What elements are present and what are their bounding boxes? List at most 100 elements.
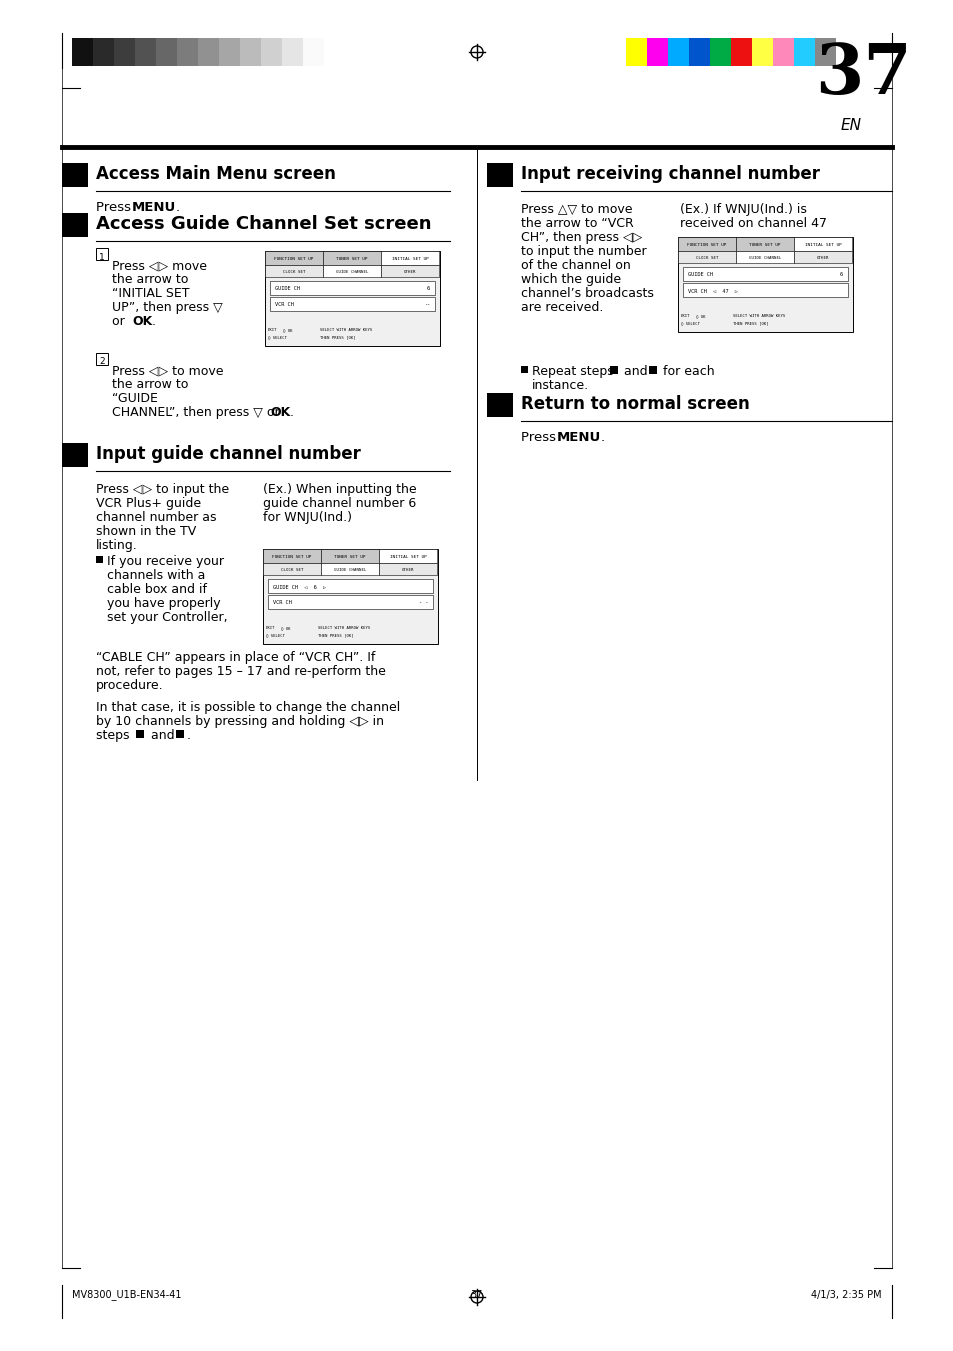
Text: MENU: MENU xyxy=(132,201,176,213)
Text: for each: for each xyxy=(659,365,714,378)
Text: Press ◁▷ to move: Press ◁▷ to move xyxy=(112,363,223,377)
Bar xyxy=(263,563,320,576)
Bar xyxy=(156,38,177,66)
Text: which the guide: which the guide xyxy=(520,273,620,286)
Text: OK: OK xyxy=(270,407,290,419)
Text: ○ SELECT: ○ SELECT xyxy=(268,335,287,339)
Text: not, refer to pages 15 – 17 and re-perform the: not, refer to pages 15 – 17 and re-perfo… xyxy=(96,665,385,678)
Bar xyxy=(735,251,793,263)
Text: set your Controller,: set your Controller, xyxy=(107,611,228,624)
Bar xyxy=(646,38,667,66)
Bar xyxy=(609,366,618,374)
Text: 6: 6 xyxy=(426,286,430,292)
Bar xyxy=(730,38,751,66)
Text: EXIT: EXIT xyxy=(268,328,277,332)
Text: SELECT WITH ARROW KEYS: SELECT WITH ARROW KEYS xyxy=(732,313,784,317)
Text: CHANNEL”, then press ▽ or: CHANNEL”, then press ▽ or xyxy=(112,407,283,419)
Text: (Ex.) When inputting the: (Ex.) When inputting the xyxy=(263,484,416,496)
Text: TUNER SET UP: TUNER SET UP xyxy=(748,243,780,247)
Text: - -: - - xyxy=(418,600,428,605)
Bar xyxy=(380,251,438,265)
Text: OTHER: OTHER xyxy=(401,567,414,571)
Text: .: . xyxy=(290,407,294,419)
Text: OTHER: OTHER xyxy=(816,255,828,259)
Text: channel’s broadcasts: channel’s broadcasts xyxy=(520,286,653,300)
Text: of the channel on: of the channel on xyxy=(520,259,630,272)
Text: channels with a: channels with a xyxy=(107,569,205,582)
Text: .: . xyxy=(600,431,604,444)
Text: --: -- xyxy=(423,303,430,308)
Text: GUIDE CHANNEL: GUIDE CHANNEL xyxy=(335,270,368,274)
Bar xyxy=(486,163,513,186)
Bar xyxy=(793,38,814,66)
Text: EXIT: EXIT xyxy=(266,626,275,630)
Bar xyxy=(62,443,88,467)
Text: Access Guide Channel Set screen: Access Guide Channel Set screen xyxy=(96,215,431,232)
Text: steps: steps xyxy=(96,730,133,742)
Text: GUIDE CH: GUIDE CH xyxy=(687,273,712,277)
Bar xyxy=(323,265,380,277)
Bar xyxy=(96,353,108,365)
Bar xyxy=(96,249,108,259)
Text: MENU: MENU xyxy=(557,431,600,444)
Text: channel number as: channel number as xyxy=(96,511,216,524)
Bar xyxy=(282,38,303,66)
Text: Input guide channel number: Input guide channel number xyxy=(96,444,360,463)
Text: TUNER SET UP: TUNER SET UP xyxy=(335,257,367,261)
Text: ○ OK: ○ OK xyxy=(281,626,291,630)
Text: .: . xyxy=(175,201,180,213)
Bar xyxy=(92,38,113,66)
Text: cable box and if: cable box and if xyxy=(107,584,207,596)
Text: THEN PRESS [OK]: THEN PRESS [OK] xyxy=(317,634,354,638)
Text: shown in the TV: shown in the TV xyxy=(96,526,196,538)
Text: by 10 channels by pressing and holding ◁▷ in: by 10 channels by pressing and holding ◁… xyxy=(96,715,384,728)
Text: VCR CH  ◁  47  ▷: VCR CH ◁ 47 ▷ xyxy=(687,289,738,293)
Text: CLOCK SET: CLOCK SET xyxy=(280,567,303,571)
Text: Press: Press xyxy=(520,431,559,444)
Bar xyxy=(378,549,436,563)
Text: 6: 6 xyxy=(839,273,842,277)
Text: listing.: listing. xyxy=(96,539,137,553)
Text: ○ SELECT: ○ SELECT xyxy=(266,634,285,638)
Bar xyxy=(96,557,103,563)
Text: ○ OK: ○ OK xyxy=(283,328,293,332)
Bar xyxy=(62,213,88,236)
Bar xyxy=(682,282,847,297)
Bar xyxy=(135,38,156,66)
Text: ○ OK: ○ OK xyxy=(696,313,705,317)
Text: Press: Press xyxy=(96,201,135,213)
Bar xyxy=(270,297,435,311)
Bar xyxy=(688,38,709,66)
Text: .: . xyxy=(187,730,191,742)
Bar xyxy=(303,38,324,66)
Text: “GUIDE: “GUIDE xyxy=(112,392,157,405)
Bar xyxy=(136,730,144,738)
Text: 2: 2 xyxy=(99,358,105,366)
Text: VCR CH: VCR CH xyxy=(273,600,292,605)
Text: the arrow to “VCR: the arrow to “VCR xyxy=(520,218,633,230)
Bar xyxy=(814,38,835,66)
Bar xyxy=(268,594,433,609)
Bar xyxy=(793,251,851,263)
Text: TUNER SET UP: TUNER SET UP xyxy=(334,555,365,559)
Text: guide channel number 6: guide channel number 6 xyxy=(263,497,416,509)
Text: or: or xyxy=(112,315,129,328)
Bar xyxy=(268,580,433,593)
Text: are received.: are received. xyxy=(520,301,602,313)
Bar xyxy=(320,563,378,576)
Bar xyxy=(261,38,282,66)
Bar xyxy=(62,163,88,186)
Bar xyxy=(625,38,646,66)
Text: GUIDE CH  ◁  6  ▷: GUIDE CH ◁ 6 ▷ xyxy=(273,585,326,589)
Text: Access Main Menu screen: Access Main Menu screen xyxy=(96,165,335,182)
Text: 4/1/3, 2:35 PM: 4/1/3, 2:35 PM xyxy=(810,1290,882,1300)
Bar xyxy=(263,549,437,644)
Text: OK: OK xyxy=(132,315,152,328)
Bar xyxy=(678,251,735,263)
Bar xyxy=(198,38,219,66)
Text: .: . xyxy=(152,315,156,328)
Bar xyxy=(265,251,439,346)
Text: SELECT WITH ARROW KEYS: SELECT WITH ARROW KEYS xyxy=(319,328,372,332)
Text: OTHER: OTHER xyxy=(403,270,416,274)
Bar xyxy=(71,38,92,66)
